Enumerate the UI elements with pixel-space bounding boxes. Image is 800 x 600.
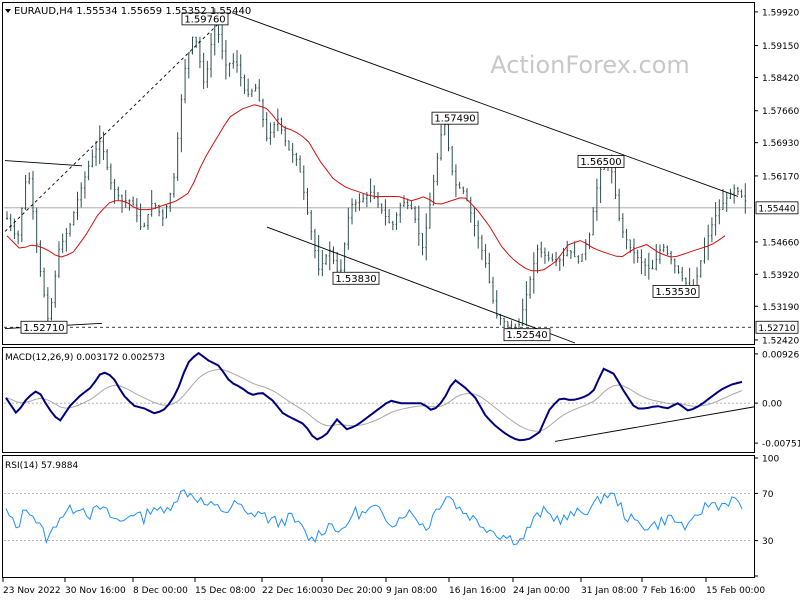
y-axes: 1.59920 1.59150 1.58420 1.57660 1.56930 1.561… [754, 8, 800, 577]
x-tick-label: 15 Dec 08:00 [195, 586, 256, 596]
rising-trendline [4, 10, 233, 232]
y-tick-label: 1.56930 [762, 139, 799, 149]
price-label-text: 1.57490 [434, 114, 475, 125]
y-tick-label: 1.56170 [762, 172, 799, 182]
main-panel-frame [2, 2, 755, 345]
price-label-1.52710: 1.52710 [20, 320, 68, 334]
price-label-box [20, 320, 68, 334]
current-price-tag: 1.55440 [755, 201, 799, 215]
price-label-text: 1.53830 [335, 274, 376, 285]
macd-panel-frame [2, 347, 755, 453]
x-tick-label: 9 Jan 08:00 [386, 586, 438, 596]
rsi-tick-label: 70 [762, 490, 774, 500]
y-tick-label: 1.53190 [762, 303, 799, 313]
x-tick-label: 8 Dec 00:00 [133, 586, 188, 596]
x-axis: 23 Nov 2022 30 Nov 16:00 8 Dec 00:00 15 Dec… [2, 577, 765, 596]
y-tick-label: 1.57660 [762, 107, 799, 117]
price-label-text: 1.53530 [655, 287, 696, 298]
rsi-panel-frame [2, 455, 755, 578]
x-tick-label: 31 Jan 08:00 [581, 586, 638, 596]
macd-title: MACD(12,26,9) 0.003172 0.002573 [5, 353, 165, 363]
price-label-text: 1.59760 [184, 14, 225, 25]
macd-trendline [554, 406, 755, 442]
price-label-1.56500: 1.56500 [577, 155, 625, 168]
x-tick-label: 22 Dec 16:00 [262, 586, 323, 596]
rsi-line [5, 489, 743, 546]
x-tick-label: 15 Feb 00:00 [706, 586, 765, 596]
price-label-text: 1.52540 [506, 330, 547, 341]
y-tick-label: 1.54660 [762, 238, 799, 248]
x-tick-label: 23 Nov 2022 [3, 586, 61, 596]
chart-title: EURAUD,H4 1.55534 1.55659 1.55352 1.5544… [14, 6, 251, 17]
price-label-1.53530: 1.53530 [652, 284, 700, 298]
falling-channel-top [231, 12, 739, 197]
price-tag-text: 1.55440 [758, 204, 795, 214]
y-tick-label: 1.52420 [762, 336, 799, 346]
macd-panel [4, 351, 755, 442]
watermark: ActionForex.com [490, 51, 690, 79]
price-label-box [431, 111, 479, 125]
price-label-1.52540: 1.52540 [503, 328, 551, 342]
moving-average-line [6, 104, 726, 272]
macd-tick-label: 0.00 [762, 400, 782, 410]
dropdown-triangle-icon[interactable] [5, 9, 11, 13]
support-price-tag: 1.52710 [755, 320, 799, 334]
y-tick-label: 1.59150 [762, 42, 799, 52]
y-tick-label: 1.58420 [762, 74, 799, 84]
macd-tick-label: 0.009263 [762, 350, 800, 360]
price-tag-box [755, 320, 799, 334]
falling-channel-bottom [266, 226, 576, 344]
x-tick-label: 30 Nov 16:00 [65, 586, 126, 596]
rsi-panel [4, 489, 752, 546]
price-label-1.53830: 1.53830 [332, 271, 380, 285]
price-label-1.57490: 1.57490 [431, 111, 479, 125]
price-tag-box [755, 201, 799, 215]
price-label-box [577, 155, 625, 168]
main-panel: 1.59760 1.57490 1.56500 1.53830 1.53530 1.525… [4, 8, 752, 344]
x-tick-label: 7 Feb 16:00 [642, 586, 696, 596]
price-tag-text: 1.52710 [758, 324, 795, 334]
price-label-box [181, 12, 229, 26]
macd-tick-label: -0.007517 [762, 440, 800, 450]
x-tick-label: 30 Dec 20:00 [322, 586, 383, 596]
y-tick-label: 1.59920 [762, 8, 799, 18]
rsi-title: RSI(14) 57.9884 [5, 461, 78, 471]
y-tick-label: 1.53920 [762, 271, 799, 281]
price-label-box [332, 271, 380, 285]
macd-line [5, 351, 743, 442]
rsi-tick-label: 30 [762, 537, 774, 547]
rsi-tick-label: 100 [762, 455, 779, 465]
price-label-box [652, 284, 700, 298]
resistance-segment [4, 160, 83, 167]
price-label-1.59760: 1.59760 [181, 12, 229, 26]
price-label-text: 1.52710 [23, 323, 64, 334]
price-label-text: 1.56500 [580, 157, 621, 168]
x-tick-label: 16 Jan 16:00 [449, 586, 506, 596]
x-tick-label: 24 Jan 00:00 [513, 586, 570, 596]
price-label-box [503, 328, 551, 342]
